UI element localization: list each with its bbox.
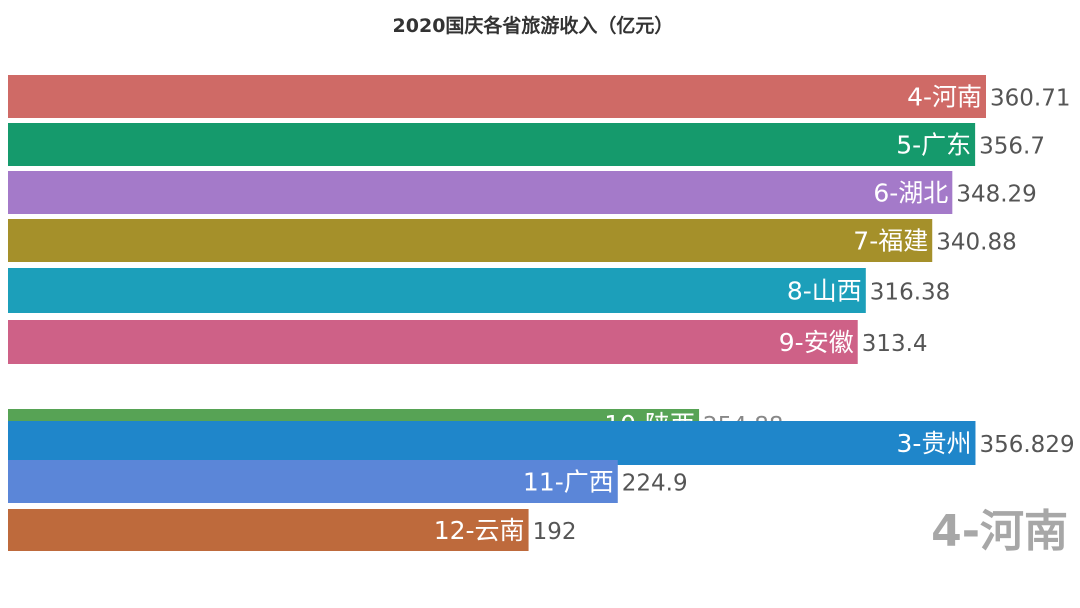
bar-7-group: 3-贵州 356.829 [8, 421, 1075, 465]
bar-5-group: 9-安徽 313.4 [8, 320, 928, 364]
bar-5-value: 313.4 [862, 331, 928, 357]
bar-7 [8, 421, 976, 465]
bar-4-group: 8-山西 316.38 [8, 268, 950, 313]
bar-4 [8, 268, 866, 313]
chart-title: 2020国庆各省旅游收入（亿元） [393, 14, 674, 37]
bar-0-label: 4-河南 [907, 83, 982, 112]
bar-1 [8, 123, 976, 166]
bar-4-value: 316.38 [870, 280, 950, 306]
bar-0 [8, 75, 986, 118]
bar-7-label: 3-贵州 [897, 429, 972, 458]
bar-8-value: 224.9 [622, 471, 688, 497]
bar-1-group: 5-广东 356.7 [8, 123, 1045, 166]
bar-3-group: 7-福建 340.88 [8, 219, 1017, 262]
bar-4-label: 8-山西 [787, 277, 862, 306]
bar-5 [8, 320, 858, 364]
bar-3-label: 7-福建 [853, 227, 928, 256]
bar-2-label: 6-湖北 [873, 179, 948, 208]
bar-9-label: 12-云南 [434, 516, 525, 545]
bar-0-value: 360.71 [990, 86, 1070, 112]
bar-2-value: 348.29 [956, 182, 1036, 208]
bar-0-group: 4-河南 360.71 [8, 75, 1070, 118]
bar-9-value: 192 [533, 519, 577, 545]
bar-9 [8, 509, 529, 551]
bars-group: 4-河南 360.71 5-广东 356.7 6-湖北 348.29 7-福建 340.88 8… [8, 75, 1075, 551]
current-leader-label: 4-河南 [931, 506, 1068, 557]
bar-2 [8, 171, 953, 214]
bar-7-value: 356.829 [979, 432, 1074, 458]
bar-3-value: 340.88 [936, 230, 1016, 256]
bar-5-label: 9-安徽 [779, 328, 854, 357]
bar-8-group: 11-广西 224.9 [8, 460, 688, 503]
bar-1-value: 356.7 [979, 134, 1045, 160]
bar-2-group: 6-湖北 348.29 [8, 171, 1037, 214]
bar-9-group: 12-云南 192 [8, 509, 576, 551]
bar-8 [8, 460, 618, 503]
bar-1-label: 5-广东 [896, 131, 971, 160]
bar-3 [8, 219, 933, 262]
bar-8-label: 11-广西 [523, 468, 614, 497]
